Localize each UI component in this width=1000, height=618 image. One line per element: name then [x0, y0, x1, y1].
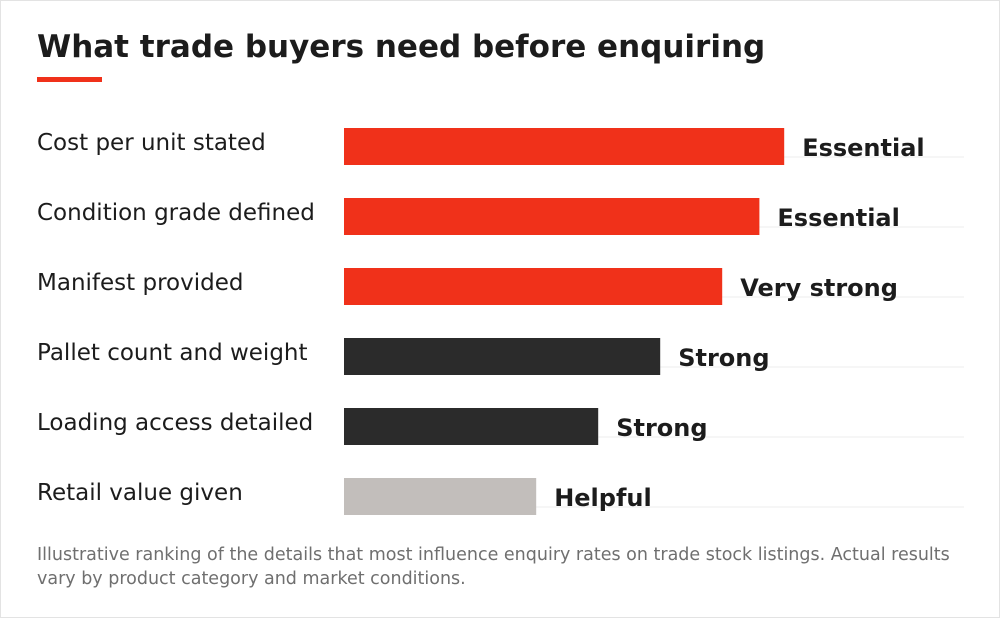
chart-footnote: Illustrative ranking of the details that… — [37, 545, 950, 589]
bar — [344, 408, 599, 445]
bar-value-label: Helpful — [554, 484, 652, 512]
category-label: Pallet count and weight — [37, 340, 308, 366]
category-label: Manifest provided — [37, 270, 243, 296]
bar — [344, 338, 661, 375]
bar — [344, 268, 723, 305]
bar-value-label: Essential — [802, 134, 924, 162]
bar — [344, 478, 537, 515]
category-label: Condition grade defined — [37, 200, 315, 226]
category-label: Retail value given — [37, 480, 243, 506]
chart-title: What trade buyers need before enquiring — [37, 29, 766, 65]
bar-chart: Cost per unit stated Essential Condition g… — [37, 128, 964, 515]
bar-value-label: Strong — [616, 414, 707, 442]
bar — [344, 128, 785, 165]
bar-value-label: Essential — [777, 204, 899, 232]
bar-value-label: Strong — [678, 344, 769, 372]
bar — [344, 198, 760, 235]
category-label: Cost per unit stated — [37, 130, 266, 156]
bar-value-label: Very strong — [740, 274, 898, 302]
title-accent-rule — [37, 77, 102, 82]
category-label: Loading access detailed — [37, 410, 313, 436]
